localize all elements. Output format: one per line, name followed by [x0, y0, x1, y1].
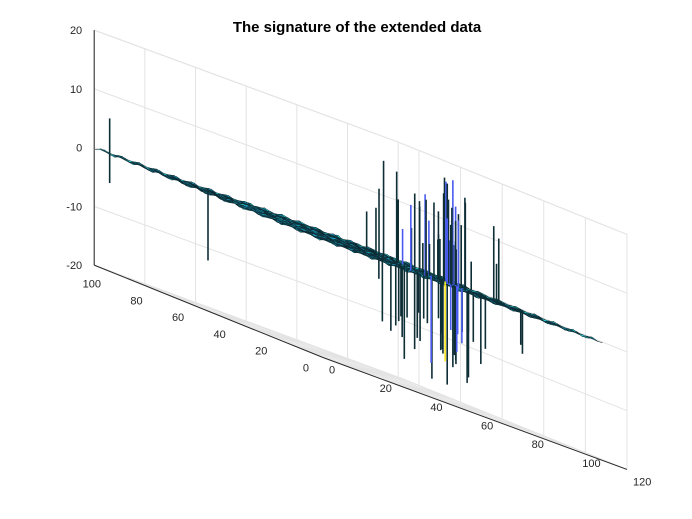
x-tick-label: 80 [532, 439, 544, 451]
back-grid-z [94, 205, 399, 319]
y-axis-line [94, 264, 324, 358]
side-grid-z [397, 259, 628, 353]
back-grid-z [94, 88, 399, 202]
y-tick-label: 0 [303, 363, 309, 375]
surface-mesh [95, 118, 603, 385]
y-tick-label: 80 [130, 295, 142, 307]
x-tick-label: 60 [481, 420, 493, 432]
z-tick-label: 20 [70, 25, 82, 37]
z-tick-label: 10 [70, 84, 82, 96]
y-tick-label: 100 [83, 279, 101, 291]
back-grid-z [94, 264, 399, 378]
floor-grid-y [281, 340, 586, 454]
x-tick-label: 0 [329, 365, 335, 377]
x-tick-label: 20 [380, 383, 392, 395]
x-tick-label: 120 [633, 476, 651, 488]
x-tick-label: 100 [582, 458, 600, 470]
floor-grid-y [239, 323, 544, 437]
y-tick-label: 60 [172, 312, 184, 324]
side-grid-z [397, 376, 628, 470]
box-edge [94, 29, 399, 143]
x-tick-label: 40 [430, 402, 442, 414]
y-tick-label: 40 [214, 329, 226, 341]
z-tick-label: -20 [66, 260, 82, 272]
floor-grid-y [114, 273, 420, 386]
axis-lines [93, 30, 628, 470]
y-tick-label: 20 [255, 346, 267, 358]
side-grid-z [397, 317, 628, 412]
z-tick-label: -10 [66, 201, 82, 213]
box-edge [397, 141, 628, 235]
z-tick-label: 0 [76, 143, 82, 155]
chart-title: The signature of the extended data [233, 19, 482, 36]
tick-labels: -20 -10 0 10 20 0 20 40 60 80 100 120 0 20 40 60 80 100 [66, 25, 651, 488]
side-grid-z [397, 200, 628, 294]
floor-grid-y [198, 306, 503, 420]
x-axis-line [322, 357, 628, 470]
floor-grid-y [156, 289, 461, 403]
